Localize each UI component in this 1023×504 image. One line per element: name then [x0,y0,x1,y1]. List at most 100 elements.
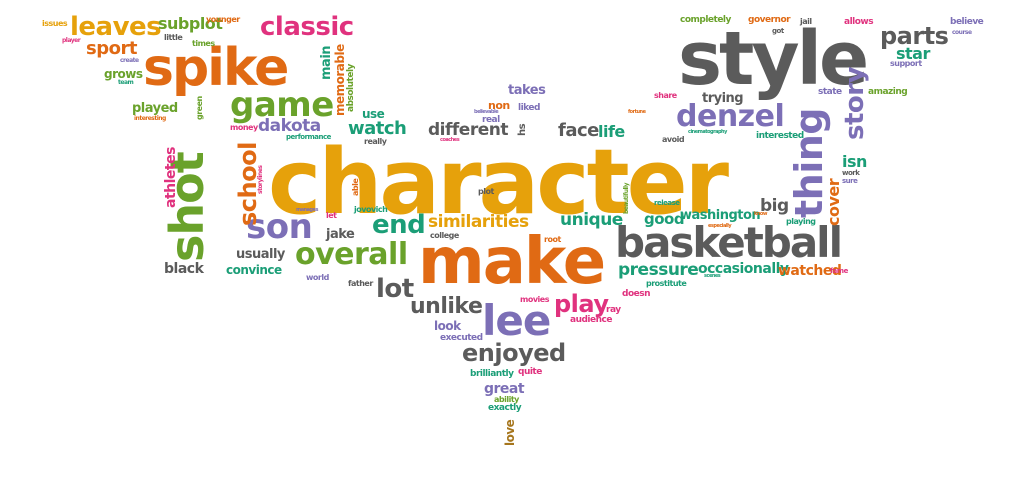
word-money: money [230,123,258,132]
word-story: story [840,66,870,140]
word-occasionally: occasionally [698,261,789,277]
word-denzel: denzel [676,99,785,134]
word-share: share [654,91,677,100]
word-grows: grows [104,67,143,81]
word-interesting: interesting [134,115,166,122]
word-great: great [484,381,525,397]
word-thing: thing [787,108,831,218]
word-hs: hs [517,123,528,136]
word-governor: governor [748,15,791,25]
word-player: player [62,37,81,44]
word-sport: sport [86,38,137,59]
word-fortune: fortune [628,109,646,115]
word-make: make [418,225,606,299]
word-believable: believable [474,109,499,115]
word-know: know [754,211,767,217]
word-little: little [164,33,183,42]
word-use: use [362,107,385,121]
word-state: state [818,87,842,97]
word-exactly: exactly [488,403,522,413]
word-watched: watched [778,263,842,279]
word-unlike: unlike [410,294,483,319]
word-plot: plot [478,187,494,196]
word-end: end [372,210,426,240]
word-face: face [558,120,599,141]
word-allows: allows [844,17,874,27]
word-course: course [952,29,972,36]
word-quite: quite [518,367,542,377]
word-especially: especially [708,223,732,229]
word-scenes: scenes [704,273,721,279]
word-play: play [554,290,609,318]
word-takes: takes [508,83,546,98]
word-different: different [428,120,508,140]
word-playing: playing [786,217,816,226]
word-able: able [351,178,360,196]
word-jovovich: jovovich [354,205,388,214]
word-jail: jail [800,17,812,26]
word-unique: unique [560,210,623,230]
word-classic: classic [260,12,354,42]
word-interested: interested [756,131,804,141]
word-cinematography: cinematography [688,129,727,135]
word-father: father [348,279,373,288]
word-love: love [503,419,517,446]
word-manages: manages [296,207,318,213]
word-let: let [326,211,337,220]
word-fame: fame [830,267,848,275]
word-jake: jake [326,227,355,242]
word-college: college [430,231,459,240]
word-younger: younger [206,15,240,24]
word-basketball: basketball [615,218,843,267]
word-world: world [306,273,329,282]
word-amazing: amazing [868,87,908,97]
word-overall: overall [295,237,408,272]
word-completely: completely [680,15,731,25]
word-black: black [164,261,204,277]
word-isn: isn [842,152,867,171]
word-lee: lee [482,296,551,345]
word-audience: audience [570,315,612,325]
word-brilliantly: brilliantly [470,369,514,379]
word-believe: believe [950,17,984,27]
word-game: game [230,85,334,125]
word-parts: parts [880,22,949,50]
word-big: big [760,196,789,216]
word-watch: watch [348,118,407,139]
word-enjoyed: enjoyed [462,339,566,367]
word-prostitute: prostitute [646,279,687,288]
word-spike: spike [143,38,289,98]
word-issues: issues [42,19,68,28]
word-athletes: athletes [163,147,179,208]
word-cover: cover [824,178,843,226]
word-character: character [268,130,729,235]
word-memorable: memorable [333,44,347,116]
word-son: son [246,207,313,247]
word-coaches: coaches [440,137,460,143]
word-executed: executed [440,333,483,343]
word-doesn: doesn [622,289,651,299]
word-life: life [598,122,625,141]
word-non: non [488,99,510,112]
word-work: work [842,169,860,177]
word-ray: ray [606,305,621,315]
word-green: green [195,96,204,120]
word-pressure: pressure [618,260,699,280]
word-similarities: similarities [428,212,529,232]
word-style: style [678,16,869,102]
word-team: team [118,79,134,86]
word-storylines: storylines [257,165,264,194]
word-really: really [364,137,387,146]
word-release: release [654,199,680,207]
word-good: good [644,210,685,228]
word-absolutely: absolutely [346,64,356,112]
word-played: played [132,101,178,116]
word-usually: usually [236,247,285,262]
word-subplot: subplot [158,14,223,33]
word-create: create [120,57,139,64]
word-dakota: dakota [258,116,321,136]
word-avoid: avoid [662,135,685,144]
word-convince: convince [226,263,282,277]
word-main: main [319,45,334,80]
